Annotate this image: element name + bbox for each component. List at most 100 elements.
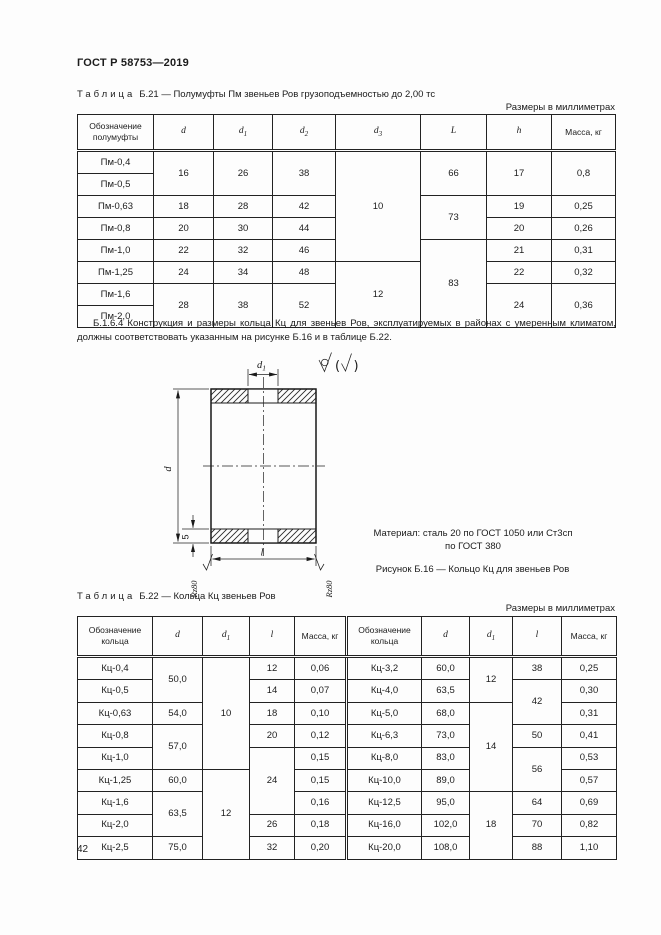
table-cell: 0,69 <box>561 791 617 815</box>
table-cell: 30 <box>213 217 273 240</box>
surface-roughness-symbol: ( ) <box>318 352 359 374</box>
table-cell: 68,0 <box>421 701 470 726</box>
table-row: Кц-2,5 75,0 32 0,20 Кц-20,0 108,0 88 1,10 <box>77 836 617 860</box>
table-cell: Кц-0,5 <box>77 679 153 703</box>
table-cell: 0,15 <box>294 768 347 793</box>
table-row: Кц-0,63 54,0 18 0,10 Кц-5,0 68,0 14 0,31 <box>77 701 617 793</box>
table-cell: 12 <box>202 768 250 860</box>
table-cell: 1,10 <box>561 836 617 860</box>
column-header: Масса, кг <box>294 616 347 658</box>
table-cell: 95,0 <box>421 791 470 815</box>
table-cell: 0,32 <box>551 261 616 284</box>
table-cell: Кц-12,5 <box>345 791 422 815</box>
table-cell: Кц-1,25 <box>77 768 153 793</box>
table-cell: 0,8 <box>551 150 616 196</box>
table-cell: 50 <box>512 724 562 748</box>
table-cell: 108,0 <box>421 836 470 860</box>
table-cell: Кц-0,63 <box>77 701 153 726</box>
material-line2: по ГОСТ 380 <box>445 541 501 552</box>
table-cell: 32 <box>249 836 295 860</box>
column-header: d <box>421 616 470 658</box>
table-b22-caption-text: Б.22 — Кольца Кц звеньев Ров <box>139 591 276 602</box>
table-cell: 34 <box>213 261 273 284</box>
roughness-rz80-right: Rz80 <box>314 553 334 599</box>
table-cell: Кц-1,0 <box>77 746 153 770</box>
table-cell: Кц-16,0 <box>345 813 422 838</box>
table-cell: 0,16 <box>294 791 347 815</box>
table-cell: 12 <box>335 261 421 328</box>
table-b22-units-note: Размеры в миллиметрах <box>505 603 615 614</box>
table-cell: 73,0 <box>421 724 470 748</box>
column-header: d3 <box>335 114 421 152</box>
table-cell: 0,12 <box>294 724 347 748</box>
material-line1: Материал: сталь 20 по ГОСТ 1050 или Ст3с… <box>373 528 573 539</box>
roughness-rz80-left: Rz80 <box>189 553 213 599</box>
table-cell: 26 <box>213 150 273 196</box>
table-cell: 18 <box>249 701 295 726</box>
table-b21-units-note: Размеры в миллиметрах <box>505 102 615 113</box>
table-row: Кц-0,8 57,0 20 0,12 Кц-6,3 73,0 50 0,41 <box>77 724 617 770</box>
svg-text:5: 5 <box>181 534 191 539</box>
table-cell: 0,31 <box>561 701 617 726</box>
table-cell: 63,5 <box>421 679 470 703</box>
table-cell: 0,06 <box>294 655 347 681</box>
svg-text:d1: d1 <box>257 360 266 373</box>
table-cell: 21 <box>486 239 552 262</box>
table-cell: 28 <box>153 283 214 328</box>
table-cell: 83,0 <box>421 746 470 770</box>
table-row: Пм-1,25 24 34 48 12 22 0,32 <box>77 261 616 328</box>
column-header: l <box>512 616 562 658</box>
table-cell: Пм-0,5 <box>77 173 154 196</box>
table-cell: Пм-0,63 <box>77 195 154 218</box>
column-header: Масса, кг <box>551 114 616 152</box>
column-header: d1 <box>202 616 250 658</box>
table-cell: 24 <box>153 261 214 284</box>
svg-text:(: ( <box>335 359 340 374</box>
table-cell: Кц-3,2 <box>345 655 422 681</box>
table-cell: 0,57 <box>561 768 617 793</box>
table-cell: 38 <box>213 283 273 328</box>
dimension-l: l <box>210 546 317 566</box>
table-row: Кц-1,6 63,5 0,16 Кц-12,5 95,0 18 64 0,69 <box>77 791 617 860</box>
table-cell: 0,18 <box>294 813 347 838</box>
table-cell: 0,25 <box>561 655 617 681</box>
table-cell: 0,20 <box>294 836 347 860</box>
table-cell: 0,07 <box>294 679 347 703</box>
table-cell: Кц-10,0 <box>345 768 422 793</box>
table-cell: 54,0 <box>152 701 203 726</box>
svg-text:Rz80: Rz80 <box>189 580 199 599</box>
table-cell: Кц-2,5 <box>77 836 153 860</box>
table-cell: Кц-8,0 <box>345 746 422 770</box>
table-cell: 0,31 <box>551 239 616 262</box>
table-cell: 24 <box>249 746 295 815</box>
table-cell: Пм-1,0 <box>77 239 154 262</box>
table-row: Кц-1,25 60,0 12 0,15 Кц-10,0 89,0 0,57 <box>77 768 617 860</box>
svg-text:d: d <box>163 466 174 472</box>
table-cell: Кц-4,0 <box>345 679 422 703</box>
table-cell: 64 <box>512 791 562 815</box>
table-row: Пм-2,0 <box>77 305 616 328</box>
table-cell: 20 <box>486 217 552 240</box>
table-cell: 26 <box>249 813 295 838</box>
page-number: 42 <box>77 844 89 855</box>
table-cell: 18 <box>153 195 214 218</box>
column-header: d1 <box>469 616 513 658</box>
table-cell: 73 <box>420 195 487 240</box>
column-header: h <box>486 114 552 152</box>
table-cell: Кц-0,4 <box>77 655 153 681</box>
table-cell: 57,0 <box>152 724 203 770</box>
table-row: Кц-2,0 26 0,18 Кц-16,0 102,0 70 0,82 <box>77 813 617 838</box>
table-cell: Кц-5,0 <box>345 701 422 726</box>
table-b21-caption: Таблица Б.21 — Полумуфты Пм звеньев Ров г… <box>77 89 435 100</box>
table-cell: 22 <box>486 261 552 284</box>
column-header: d2 <box>272 114 336 152</box>
table-cell: 52 <box>272 283 336 328</box>
table-row: Пм-1,6 28 38 52 24 0,36 <box>77 283 616 328</box>
table-cell: Кц-0,8 <box>77 724 153 748</box>
table-cell: 102,0 <box>421 813 470 838</box>
table-cell: 60,0 <box>152 768 203 793</box>
table-row: Пм-0,63 18 28 42 73 19 0,25 <box>77 195 616 240</box>
column-header: Обозначение кольца <box>77 616 153 658</box>
table-cell: 14 <box>469 701 513 793</box>
